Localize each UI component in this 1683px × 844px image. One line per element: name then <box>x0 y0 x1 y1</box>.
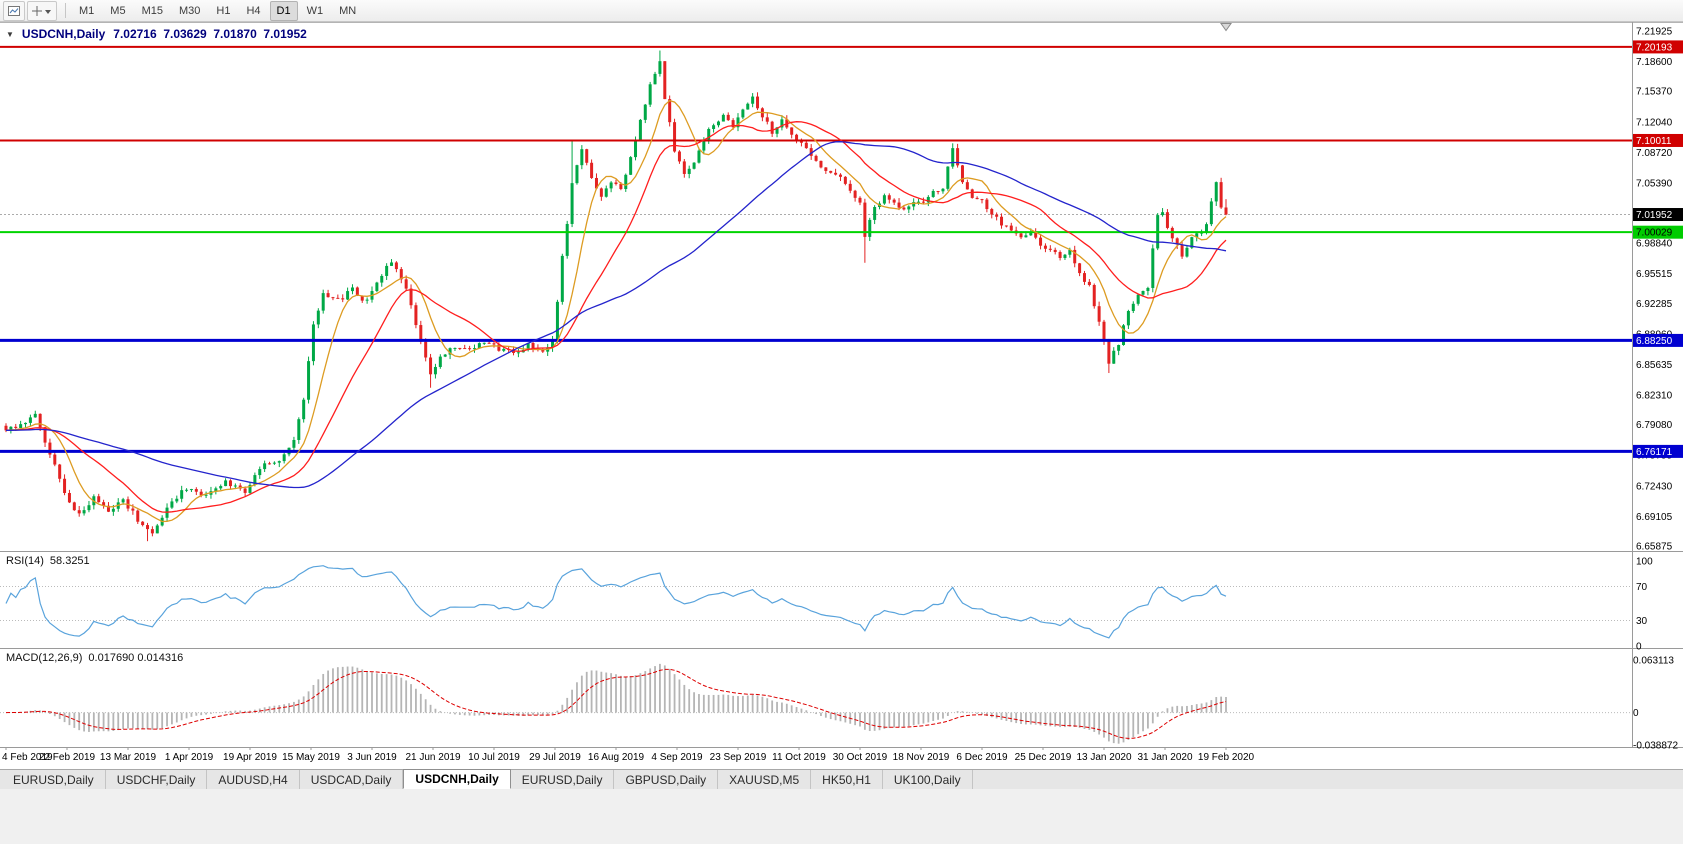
svg-text:7.10011: 7.10011 <box>1636 136 1672 147</box>
svg-text:6.82310: 6.82310 <box>1636 390 1673 401</box>
timeframe-button-h1[interactable]: H1 <box>216 4 231 17</box>
svg-text:6.72430: 6.72430 <box>1636 481 1673 492</box>
svg-text:6.85635: 6.85635 <box>1636 360 1673 371</box>
svg-text:-0.038872: -0.038872 <box>1633 740 1678 751</box>
svg-text:7.15370: 7.15370 <box>1636 87 1673 98</box>
svg-text:19 Apr 2019: 19 Apr 2019 <box>223 752 277 763</box>
chart-tab-gbpusd-daily[interactable]: GBPUSD,Daily <box>614 770 719 789</box>
chart-type-button[interactable] <box>3 0 25 21</box>
timeframe-button-mn[interactable]: MN <box>339 4 357 17</box>
chart-tab-uk100-daily[interactable]: UK100,Daily <box>883 770 973 789</box>
chart-tabs-bar: EURUSD,Daily USDCHF,Daily AUDUSD,H4 USDCAD,… <box>0 769 1683 789</box>
svg-text:4 Sep 2019: 4 Sep 2019 <box>651 752 703 763</box>
svg-text:13 Mar 2019: 13 Mar 2019 <box>100 752 157 763</box>
timeframe-button-m30[interactable]: M30 <box>178 4 201 17</box>
svg-text:31 Jan 2020: 31 Jan 2020 <box>1137 752 1192 763</box>
svg-text:7.00029: 7.00029 <box>1636 228 1673 239</box>
svg-text:7.01952: 7.01952 <box>1636 210 1673 221</box>
svg-text:10 Jul 2019: 10 Jul 2019 <box>468 752 520 763</box>
svg-text:19 Feb 2020: 19 Feb 2020 <box>1198 752 1255 763</box>
timeframe-button-h4[interactable]: H4 <box>246 4 261 17</box>
timeframe-button-m15[interactable]: M15 <box>141 4 163 17</box>
svg-text:11 Oct 2019: 11 Oct 2019 <box>772 752 826 763</box>
svg-text:16 Aug 2019: 16 Aug 2019 <box>588 752 645 763</box>
rsi-indicator-label: RSI(14) 58.3251 <box>6 555 90 567</box>
svg-text:0: 0 <box>1636 642 1642 653</box>
svg-text:7.18600: 7.18600 <box>1636 57 1673 68</box>
timeframe-button-group: M1 M5 M15 M30 H1 H4 D1 W1 MN <box>72 0 365 21</box>
macd-values: 0.017690 0.014316 <box>88 652 184 664</box>
symbol-collapse-icon[interactable]: ▼ <box>6 29 14 39</box>
chart-panel[interactable]: 7.21925 7.18600 7.15370 7.12040 7.08720 7.053… <box>0 22 1683 769</box>
chart-tab-hk50-h1[interactable]: HK50,H1 <box>811 770 883 789</box>
macd-indicator-label: MACD(12,26,9) 0.017690 0.014316 <box>6 652 183 664</box>
svg-text:7.12040: 7.12040 <box>1636 117 1673 128</box>
chart-tab-xauusd-m5[interactable]: XAUUSD,M5 <box>718 770 812 789</box>
svg-text:6.69105: 6.69105 <box>1636 512 1673 523</box>
svg-text:7.05390: 7.05390 <box>1636 178 1673 189</box>
rsi-value: 58.3251 <box>49 555 90 567</box>
svg-text:25 Dec 2019: 25 Dec 2019 <box>1015 752 1072 763</box>
timeframe-button-m5[interactable]: M5 <box>110 4 126 17</box>
svg-text:6.95515: 6.95515 <box>1636 269 1673 280</box>
svg-text:6.88250: 6.88250 <box>1636 336 1673 347</box>
svg-text:29 Jul 2019: 29 Jul 2019 <box>529 752 581 763</box>
top-toolbar: M1 M5 M15 M30 H1 H4 D1 W1 MN <box>0 0 1683 22</box>
svg-text:23 Sep 2019: 23 Sep 2019 <box>710 752 767 763</box>
svg-text:6 Dec 2019: 6 Dec 2019 <box>956 752 1008 763</box>
svg-text:70: 70 <box>1636 582 1648 593</box>
chart-tab-usdcad-daily[interactable]: USDCAD,Daily <box>300 770 404 789</box>
chart-tab-eurusd-daily[interactable]: EURUSD,Daily <box>2 770 106 789</box>
crosshair-tool-icon <box>32 5 42 16</box>
svg-text:100: 100 <box>1636 557 1653 568</box>
svg-text:7.21925: 7.21925 <box>1636 27 1673 38</box>
chart-title: ▼ USDCNH,Daily 7.02716 7.03629 7.01870 7… <box>6 27 307 41</box>
toolbar-separator <box>65 3 66 18</box>
chart-tab-usdchf-daily[interactable]: USDCHF,Daily <box>106 770 208 789</box>
svg-text:22 Feb 2019: 22 Feb 2019 <box>39 752 96 763</box>
rsi-label: RSI(14) <box>6 555 44 567</box>
svg-text:6.92285: 6.92285 <box>1636 299 1673 310</box>
chart-ohlc-values: 7.02716 7.03629 7.01870 7.01952 <box>113 27 307 41</box>
candlestick-chart-canvas[interactable]: 7.21925 7.18600 7.15370 7.12040 7.08720 7.053… <box>0 22 1683 769</box>
chart-symbol-period: USDCNH,Daily <box>21 27 106 41</box>
svg-text:7.08720: 7.08720 <box>1636 148 1673 159</box>
svg-text:7.20193: 7.20193 <box>1636 42 1673 53</box>
svg-text:30 Oct 2019: 30 Oct 2019 <box>833 752 888 763</box>
drawing-tools-dropdown[interactable] <box>27 0 57 21</box>
svg-text:30: 30 <box>1636 616 1648 627</box>
svg-text:1 Apr 2019: 1 Apr 2019 <box>165 752 214 763</box>
svg-text:18 Nov 2019: 18 Nov 2019 <box>893 752 950 763</box>
svg-text:0: 0 <box>1633 708 1639 719</box>
svg-text:15 May 2019: 15 May 2019 <box>282 752 340 763</box>
svg-text:4 Feb 2019: 4 Feb 2019 <box>2 752 53 763</box>
svg-text:6.76171: 6.76171 <box>1636 447 1673 458</box>
chart-tab-usdcnh-daily[interactable]: USDCNH,Daily <box>403 769 511 789</box>
chart-tab-eurusd-daily[interactable]: EURUSD,Daily <box>511 770 615 789</box>
macd-label: MACD(12,26,9) <box>6 652 83 664</box>
chart-tab-audusd-h4[interactable]: AUDUSD,H4 <box>207 770 300 789</box>
chart-type-icon <box>8 5 20 16</box>
svg-text:21 Jun 2019: 21 Jun 2019 <box>405 752 460 763</box>
svg-text:6.65875: 6.65875 <box>1636 542 1673 553</box>
svg-text:3 Jun 2019: 3 Jun 2019 <box>347 752 397 763</box>
timeframe-button-w1[interactable]: W1 <box>306 4 324 17</box>
svg-text:13 Jan 2020: 13 Jan 2020 <box>1076 752 1131 763</box>
timeframe-button-m1[interactable]: M1 <box>79 4 95 17</box>
svg-text:0.063113: 0.063113 <box>1633 656 1674 667</box>
svg-text:6.98840: 6.98840 <box>1636 239 1673 250</box>
dropdown-arrow-icon <box>45 9 51 14</box>
svg-text:6.79080: 6.79080 <box>1636 420 1673 431</box>
timeframe-button-d1[interactable]: D1 <box>269 0 298 21</box>
